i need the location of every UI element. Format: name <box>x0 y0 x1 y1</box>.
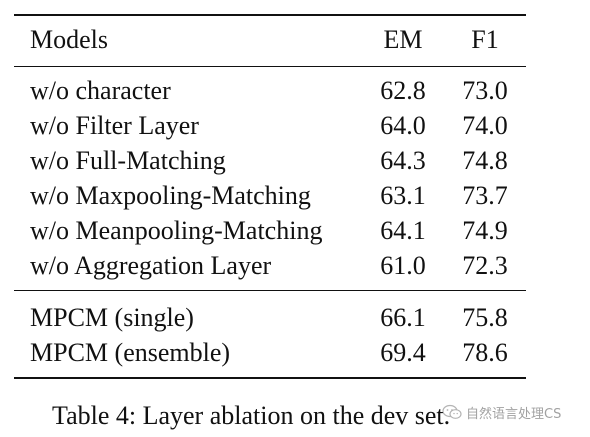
em-value-cell: 64.1 <box>380 216 426 245</box>
watermark: 自然语言处理CS <box>442 401 561 423</box>
em-value-cell: 64.0 <box>380 111 426 140</box>
em-value-cell: 64.3 <box>380 146 426 175</box>
f1-value-cell: 72.3 <box>462 251 508 280</box>
em-value-cell: 62.8 <box>380 76 426 105</box>
em-value-cell: 66.1 <box>380 303 426 332</box>
table-row: MPCM (single) 66.1 75.8 <box>14 300 526 335</box>
table-row: w/o Filter Layer 64.0 74.0 <box>14 108 526 143</box>
column-header-f1: F1 <box>471 25 499 54</box>
f1-value-cell: 74.8 <box>462 146 508 175</box>
f1-value-cell: 74.9 <box>462 216 508 245</box>
watermark-text: 自然语言处理CS <box>466 406 562 422</box>
em-value-cell: 69.4 <box>380 338 426 367</box>
table-header-rule <box>14 66 526 67</box>
column-header-models: Models <box>30 25 108 54</box>
column-header-em: EM <box>383 25 423 54</box>
f1-value-cell: 73.0 <box>462 76 508 105</box>
em-value-cell: 63.1 <box>380 181 426 210</box>
table-row: w/o Full-Matching 64.3 74.8 <box>14 143 526 178</box>
table-top-rule <box>14 14 526 16</box>
model-name-cell: w/o Full-Matching <box>30 146 226 175</box>
table-header-row: Models EM F1 <box>14 22 526 57</box>
em-value-cell: 61.0 <box>380 251 426 280</box>
model-name-cell: w/o Maxpooling-Matching <box>30 181 311 210</box>
table-bottom-rule <box>14 377 526 379</box>
model-name-cell: w/o Aggregation Layer <box>30 251 272 280</box>
f1-value-cell: 74.0 <box>462 111 508 140</box>
f1-value-cell: 75.8 <box>462 303 508 332</box>
table-row: w/o Aggregation Layer 61.0 72.3 <box>14 248 526 283</box>
model-name-cell: w/o Filter Layer <box>30 111 199 140</box>
table-row: w/o Maxpooling-Matching 63.1 73.7 <box>14 178 526 213</box>
table-row: MPCM (ensemble) 69.4 78.6 <box>14 335 526 370</box>
table-group-rule <box>14 290 526 291</box>
model-name-cell: w/o character <box>30 76 171 105</box>
f1-value-cell: 73.7 <box>462 181 508 210</box>
wechat-icon <box>442 404 462 419</box>
table-caption: Table 4: Layer ablation on the dev set. <box>52 401 451 430</box>
f1-value-cell: 78.6 <box>462 338 508 367</box>
model-name-cell: MPCM (ensemble) <box>30 338 231 367</box>
table-row: w/o Meanpooling-Matching 64.1 74.9 <box>14 213 526 248</box>
table-row: w/o character 62.8 73.0 <box>14 73 526 108</box>
model-name-cell: w/o Meanpooling-Matching <box>30 216 323 245</box>
model-name-cell: MPCM (single) <box>30 303 194 332</box>
